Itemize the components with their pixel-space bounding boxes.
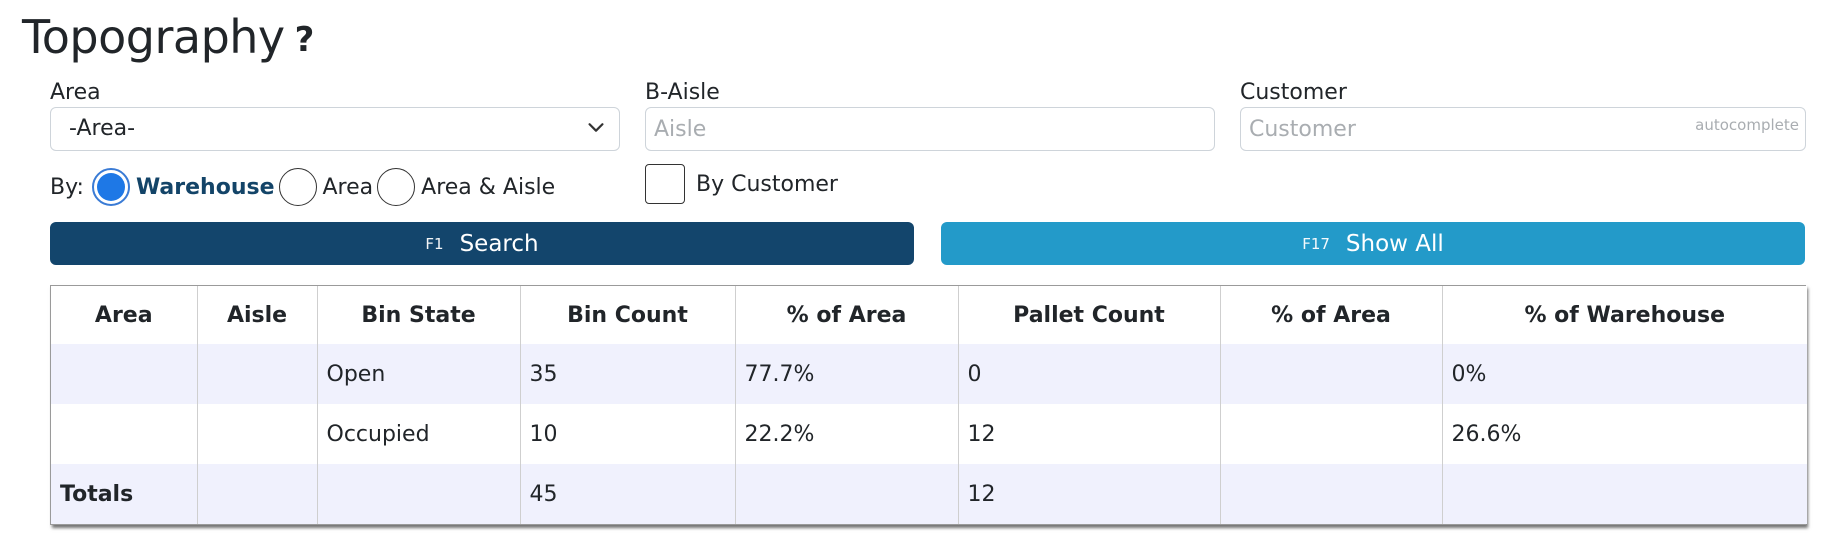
table-cell: 77.7%	[734, 344, 958, 404]
show-all-button-label: Show All	[1345, 230, 1444, 257]
table-cell: 0	[957, 344, 1220, 404]
customer-input[interactable]	[1241, 109, 1652, 149]
col-header-area[interactable]: Area	[51, 286, 197, 344]
table-cell: 45	[519, 464, 735, 524]
table-cell: 12	[957, 464, 1220, 524]
help-icon[interactable]: ?	[294, 20, 315, 60]
area-label: Area	[50, 80, 101, 105]
table-cell	[1219, 404, 1442, 464]
col-header-pallet-count[interactable]: Pallet Count	[957, 286, 1220, 344]
table-cell: 10	[519, 404, 735, 464]
table-cell	[1219, 344, 1442, 404]
area-select-value: -Area-	[69, 116, 136, 141]
table-cell	[196, 464, 317, 524]
totals-row: Totals 45 12	[51, 464, 1807, 524]
autocomplete-tag: autocomplete	[1695, 116, 1799, 134]
radio-area-aisle-label[interactable]: Area & Aisle	[421, 174, 556, 200]
table-cell	[734, 464, 958, 524]
page-title-text: Topography	[22, 10, 285, 64]
radio-warehouse[interactable]	[91, 168, 130, 206]
search-button-label: Search	[459, 230, 539, 257]
table-cell	[1219, 464, 1442, 524]
table-cell: 26.6%	[1441, 404, 1807, 464]
by-customer-checkbox[interactable]	[645, 164, 685, 204]
table-cell	[316, 464, 520, 524]
totals-label: Totals	[51, 464, 197, 524]
radio-area-aisle[interactable]	[377, 168, 416, 206]
aisle-label: B-Aisle	[645, 80, 720, 105]
show-all-shortcut-key: F17	[1302, 234, 1330, 253]
table-cell: Open	[316, 344, 520, 404]
col-header-bin-state[interactable]: Bin State	[316, 286, 520, 344]
search-button[interactable]: F1 Search	[50, 222, 914, 265]
by-radio-group: By: Warehouse Area Area & Aisle	[50, 165, 559, 209]
topography-table: Area Aisle Bin State Bin Count % of Area…	[50, 285, 1807, 525]
table-cell: 35	[519, 344, 735, 404]
col-header-pct-area-bins[interactable]: % of Area	[734, 286, 958, 344]
table-cell	[51, 404, 197, 464]
table-cell: 0%	[1441, 344, 1807, 404]
col-header-bin-count[interactable]: Bin Count	[519, 286, 735, 344]
aisle-input[interactable]	[646, 109, 1174, 149]
radio-selected-dot	[96, 173, 125, 201]
table-cell	[51, 344, 197, 404]
table-row: Open 35 77.7% 0 0%	[51, 344, 1807, 404]
radio-area-label[interactable]: Area	[322, 174, 374, 200]
customer-field[interactable]: autocomplete	[1240, 107, 1806, 151]
col-header-aisle[interactable]: Aisle	[196, 286, 317, 344]
col-header-pct-warehouse[interactable]: % of Warehouse	[1441, 286, 1807, 344]
by-customer-label[interactable]: By Customer	[696, 172, 838, 197]
table-row: Occupied 10 22.2% 12 26.6%	[51, 404, 1807, 464]
page-title: Topography?	[22, 10, 314, 64]
radio-area[interactable]	[278, 168, 317, 206]
radio-warehouse-label[interactable]: Warehouse	[135, 174, 275, 200]
aisle-field[interactable]	[645, 107, 1215, 151]
table-header-row: Area Aisle Bin State Bin Count % of Area…	[51, 286, 1807, 344]
table-cell: 12	[957, 404, 1220, 464]
chevron-down-icon	[588, 123, 604, 132]
show-all-button[interactable]: F17 Show All	[941, 222, 1805, 265]
col-header-pct-area-pallets[interactable]: % of Area	[1219, 286, 1442, 344]
search-shortcut-key: F1	[425, 234, 444, 253]
customer-label: Customer	[1240, 80, 1347, 105]
table-cell: 22.2%	[734, 404, 958, 464]
area-select[interactable]: -Area-	[50, 107, 620, 151]
table-cell	[196, 404, 317, 464]
table-cell: Occupied	[316, 404, 520, 464]
table-cell	[1441, 464, 1807, 524]
by-label: By:	[50, 174, 84, 200]
table-cell	[196, 344, 317, 404]
